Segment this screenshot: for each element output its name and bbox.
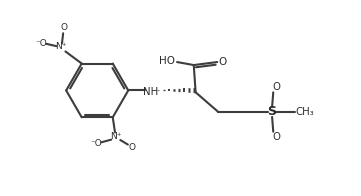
Text: O: O — [272, 82, 280, 92]
Text: O: O — [128, 143, 135, 152]
Text: CH₃: CH₃ — [295, 107, 314, 117]
Text: O: O — [60, 24, 68, 33]
Text: HO: HO — [159, 56, 175, 66]
Text: N⁺: N⁺ — [110, 132, 122, 142]
Text: O: O — [218, 57, 226, 67]
Text: NH: NH — [143, 87, 158, 97]
Text: ⁻O: ⁻O — [90, 139, 102, 148]
Text: N⁺: N⁺ — [55, 42, 67, 51]
Text: S: S — [267, 105, 276, 118]
Text: O: O — [272, 132, 280, 142]
Text: ⁻O: ⁻O — [35, 39, 47, 48]
